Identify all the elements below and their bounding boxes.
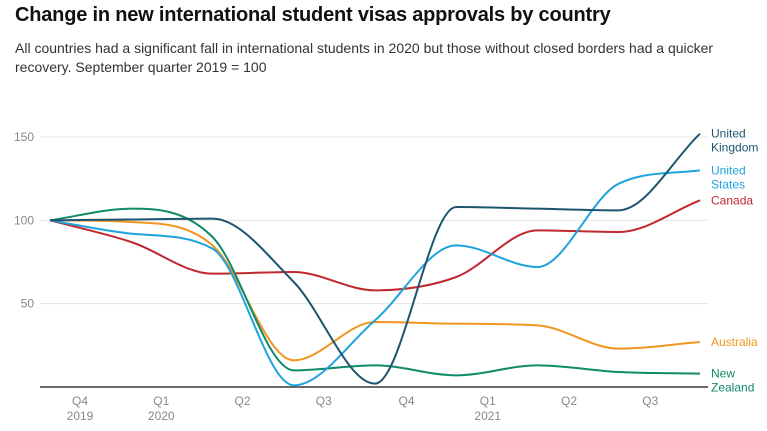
x-tick-year-label: 2021	[474, 409, 501, 423]
series-label-united-kingdom: United	[711, 127, 746, 141]
series-line-new-zealand	[49, 207, 701, 377]
y-tick-label: 50	[21, 297, 35, 311]
chart-title: Change in new international student visa…	[15, 4, 611, 26]
x-tick-label: Q1	[153, 394, 169, 408]
series-label-united-states: States	[711, 177, 745, 191]
series-label-australia: Australia	[711, 335, 758, 349]
x-tick-label: Q3	[316, 394, 332, 408]
x-tick-label: Q1	[480, 394, 496, 408]
series-label-canada: Canada	[711, 193, 753, 207]
series-line-united-states	[49, 169, 701, 387]
x-tick-label: Q4	[72, 394, 88, 408]
chart-subtitle: All countries had a significant fall in …	[15, 40, 714, 75]
x-tick-year-label: 2019	[67, 409, 94, 423]
series-label-new-zealand: Zealand	[711, 381, 754, 395]
y-tick-label: 100	[14, 213, 34, 227]
x-tick-label: Q3	[642, 394, 658, 408]
series-line-canada	[49, 199, 701, 292]
x-tick-label: Q2	[234, 394, 250, 408]
series-label-new-zealand: New	[711, 367, 735, 381]
x-tick-year-label: 2020	[148, 409, 175, 423]
series-line-australia	[49, 219, 701, 362]
x-tick-label: Q4	[398, 394, 414, 408]
x-tick-label: Q2	[561, 394, 577, 408]
y-tick-label: 150	[14, 130, 34, 144]
series-label-united-kingdom: Kingdom	[711, 141, 758, 155]
series-line-united-kingdom	[49, 132, 701, 385]
series-label-united-states: United	[711, 163, 746, 177]
